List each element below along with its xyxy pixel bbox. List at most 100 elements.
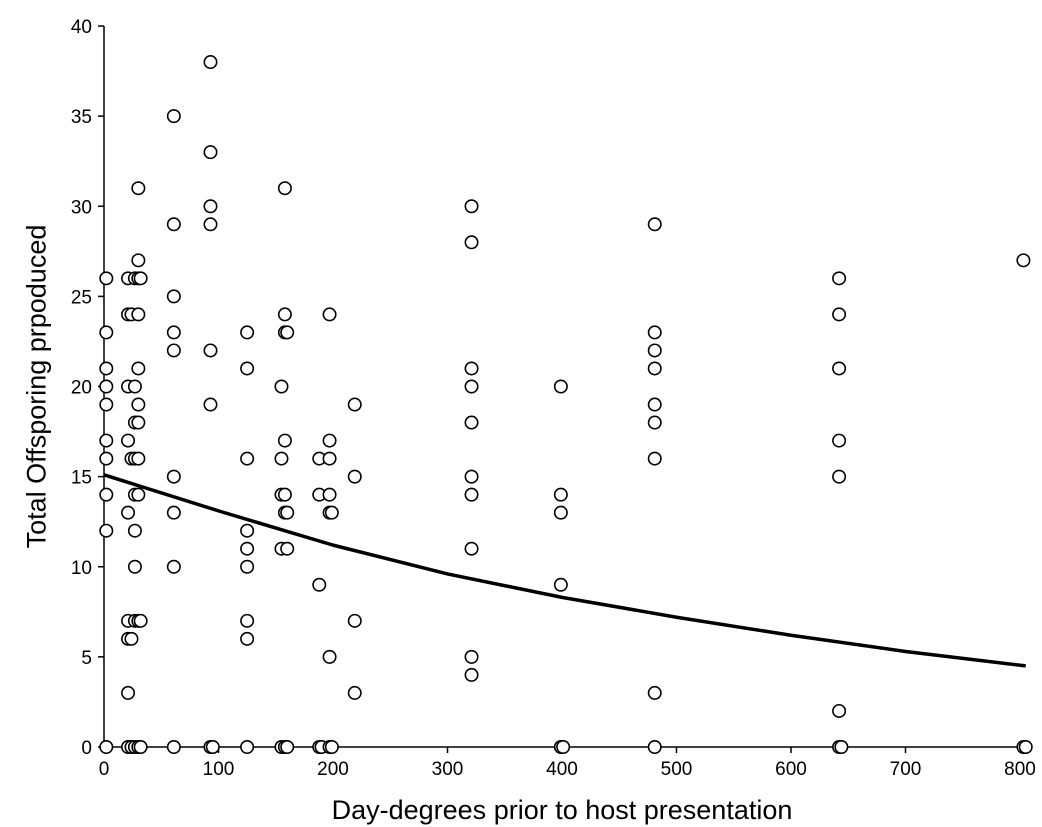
data-point [124,631,139,646]
data-point [240,631,255,646]
data-point [647,739,662,754]
data-point [464,487,479,502]
data-point [166,739,181,754]
x-tick-label: 500 [661,759,693,780]
data-point [127,523,142,538]
data-point [324,505,339,520]
data-point [240,451,255,466]
data-point [166,343,181,358]
data-point [99,739,114,754]
data-point [347,469,362,484]
data-point [280,505,295,520]
data-point [99,523,114,538]
data-point [99,271,114,286]
data-point [166,109,181,124]
data-point [166,505,181,520]
y-tick-label: 40 [71,17,92,38]
data-point [647,325,662,340]
data-point [553,379,568,394]
data-point [832,469,847,484]
data-point [647,343,662,358]
data-point [133,739,148,754]
data-point [464,469,479,484]
data-point [99,325,114,340]
data-point [240,613,255,628]
data-point [205,739,220,754]
data-point [322,307,337,322]
data-point [322,433,337,448]
data-point [834,739,849,754]
data-point [832,433,847,448]
x-tick-label: 100 [203,759,235,780]
data-point [121,685,136,700]
data-point [274,379,289,394]
data-point [647,685,662,700]
x-tick-label: 800 [1004,759,1036,780]
data-point [166,217,181,232]
data-point [99,433,114,448]
scatter-points [99,55,1033,754]
data-point [322,451,337,466]
data-point [203,397,218,412]
data-point [240,559,255,574]
data-point [240,325,255,340]
data-point [131,487,146,502]
data-point [131,307,146,322]
data-point [203,343,218,358]
data-point [280,541,295,556]
data-point [131,451,146,466]
y-tick-label: 35 [71,107,92,128]
data-point [99,451,114,466]
data-point [166,469,181,484]
data-point [647,361,662,376]
data-point [322,649,337,664]
data-point [647,451,662,466]
data-point [99,361,114,376]
data-point [1016,253,1031,268]
data-point [277,181,292,196]
data-point [166,325,181,340]
data-point [127,559,142,574]
data-point [133,613,148,628]
trend-line [103,473,1026,668]
data-point [464,541,479,556]
x-tick-label: 700 [890,759,922,780]
data-point [99,379,114,394]
data-point [131,397,146,412]
data-point [203,199,218,214]
data-point [322,487,337,502]
data-point [832,271,847,286]
data-point [647,397,662,412]
y-axis-title: Total Offsporing prpoduced [21,225,51,549]
data-point [347,613,362,628]
data-point [553,505,568,520]
data-point [464,667,479,682]
data-point [277,307,292,322]
data-point [464,235,479,250]
data-point [324,739,339,754]
data-point [464,361,479,376]
data-point [240,361,255,376]
data-point [131,361,146,376]
data-point [464,379,479,394]
data-point [99,487,114,502]
data-point [203,145,218,160]
data-point [347,685,362,700]
x-tick-label: 0 [99,759,110,780]
y-tick-labels: 0 5 10 15 20 25 30 35 40 [71,17,92,759]
data-point [464,415,479,430]
data-point [203,217,218,232]
data-point [121,433,136,448]
trend-line-group [103,473,1026,668]
data-point [464,199,479,214]
data-point [131,181,146,196]
data-point [127,379,142,394]
data-point [203,55,218,70]
data-point [274,451,289,466]
data-point [280,325,295,340]
data-point [280,739,295,754]
data-point [240,523,255,538]
data-point [240,541,255,556]
